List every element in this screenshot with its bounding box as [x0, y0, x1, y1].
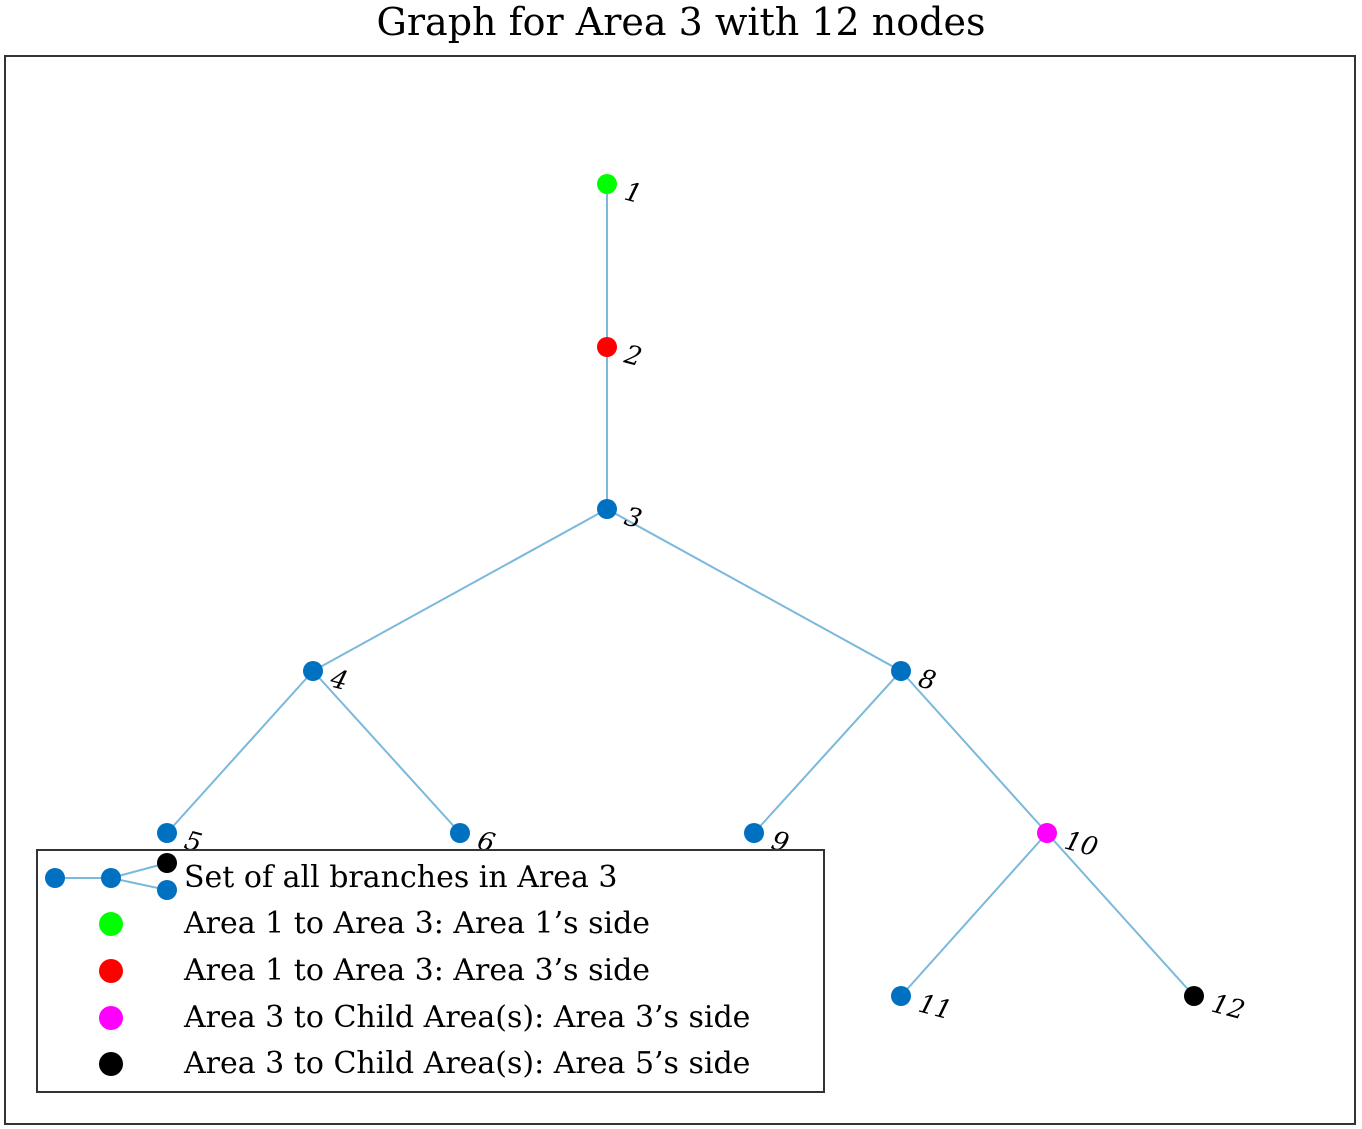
node-12: [1184, 986, 1204, 1006]
node-label-12: 12: [1208, 989, 1248, 1027]
edge-4-5: [166, 670, 314, 834]
diagram-frame: [4, 55, 1356, 1125]
legend-item-2: Area 1 to Area 3: Area 1’s side: [99, 906, 650, 941]
edge-3-4: [312, 508, 608, 672]
edge-8-10: [900, 670, 1048, 834]
node-label-2: 2: [620, 340, 645, 374]
node-label-3: 3: [621, 502, 645, 535]
node-label-11: 11: [915, 989, 955, 1027]
node-2: [597, 337, 617, 357]
legend-label: Set of all branches in Area 3: [184, 860, 618, 895]
legend-marker: [99, 912, 123, 936]
nodes-group: [157, 174, 1204, 1006]
legend-label: Area 1 to Area 3: Area 3’s side: [183, 953, 650, 988]
legend-label: Area 3 to Child Area(s): Area 3’s side: [183, 1000, 750, 1035]
diagram-title: Graph for Area 3 with 12 nodes: [376, 0, 986, 44]
legend-branch-node: [45, 868, 65, 888]
edge-3-8: [606, 508, 902, 672]
node-1: [597, 174, 617, 194]
legend-branch-node: [101, 868, 121, 888]
legend-marker: [99, 1006, 123, 1030]
edge-10-12: [1046, 832, 1195, 997]
legend-item-3: Area 1 to Area 3: Area 3’s side: [99, 953, 650, 988]
node-3: [597, 499, 617, 519]
legend-label: Area 3 to Child Area(s): Area 5’s side: [183, 1046, 750, 1081]
edge-8-9: [753, 670, 902, 834]
legend-item-5: Area 3 to Child Area(s): Area 5’s side: [99, 1046, 750, 1081]
legend-items: Set of all branches in Area 3 Area 1 to A…: [45, 853, 750, 1081]
node-9: [744, 823, 764, 843]
legend-item-1: Set of all branches in Area 3: [45, 853, 618, 900]
edge-10-11: [900, 832, 1048, 997]
node-label-1: 1: [621, 177, 645, 210]
node-4: [303, 661, 323, 681]
node-8: [891, 661, 911, 681]
legend-branch-node: [157, 853, 177, 873]
edges-group: [166, 184, 1195, 997]
node-5: [157, 823, 177, 843]
legend-branch-node: [157, 880, 177, 900]
edge-4-6: [312, 670, 461, 834]
node-label-10: 10: [1061, 826, 1101, 864]
node-label-4: 4: [326, 664, 351, 698]
node-label-8: 8: [915, 664, 939, 697]
node-10: [1037, 823, 1057, 843]
node-11: [891, 986, 911, 1006]
legend-marker: [99, 959, 123, 983]
legend-label: Area 1 to Area 3: Area 1’s side: [183, 906, 650, 941]
legend: Set of all branches in Area 3 Area 1 to A…: [36, 849, 825, 1093]
legend-item-4: Area 3 to Child Area(s): Area 3’s side: [99, 1000, 750, 1035]
node-6: [450, 823, 470, 843]
legend-marker: [99, 1052, 123, 1076]
